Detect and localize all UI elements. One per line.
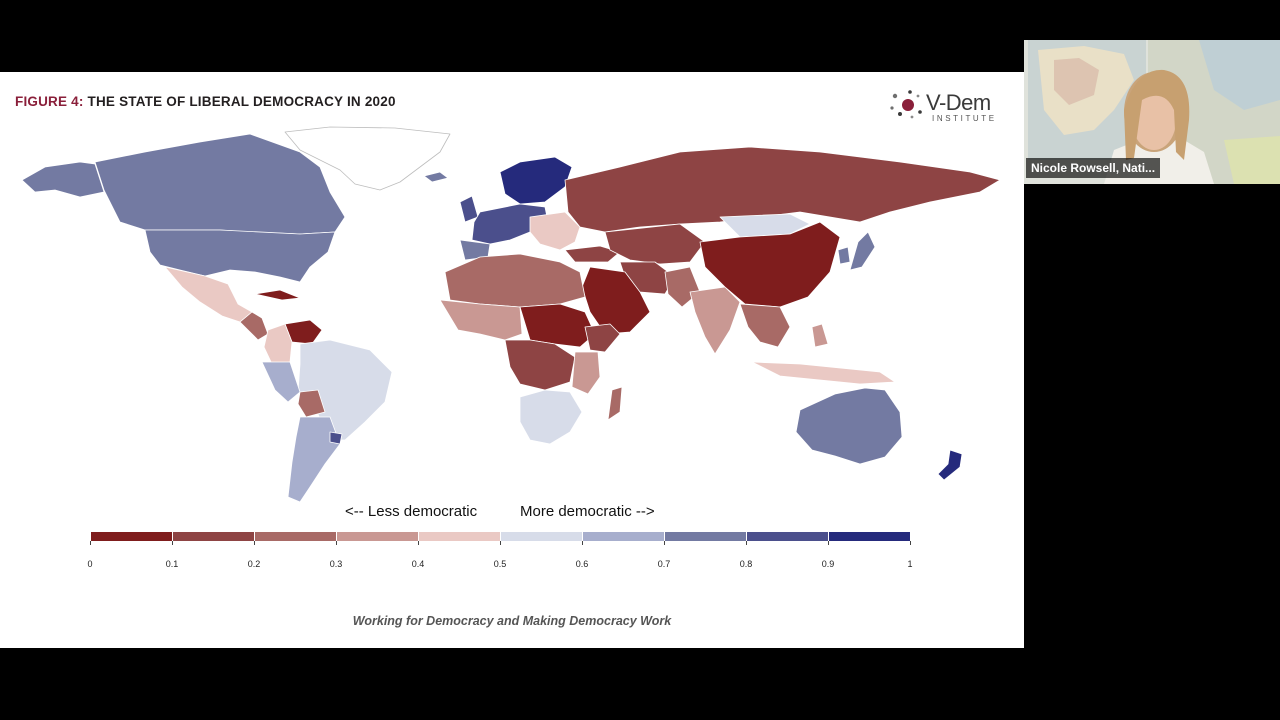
figure-title-text: THE STATE OF LIBERAL DEMOCRACY IN 2020 <box>87 94 396 109</box>
region-indonesia <box>751 361 896 385</box>
region-western-europe <box>471 203 549 245</box>
colorbar-segment <box>828 532 910 541</box>
colorbar-segment <box>418 532 500 541</box>
region-scandinavia <box>499 156 573 205</box>
world-map <box>21 126 1001 503</box>
colorbar-tick-label: 0.7 <box>657 559 671 569</box>
region-west-africa <box>439 299 523 341</box>
vdem-logo: V-Dem INSTITUTE <box>886 84 1006 124</box>
region-central-asia <box>604 223 706 265</box>
region-philippines <box>811 323 829 348</box>
more-democratic-label: More democratic --> <box>520 503 655 520</box>
region-central-africa <box>504 339 576 391</box>
colorbar-tick-label: 0.1 <box>165 559 179 569</box>
colorbar-tick-mark <box>500 541 501 545</box>
region-bolivia <box>297 389 326 418</box>
colorbar-tick-mark <box>418 541 419 545</box>
colorbar-segment <box>172 532 254 541</box>
region-se-asia <box>739 303 791 348</box>
colorbar-segment <box>664 532 746 541</box>
region-mongolia <box>719 213 811 238</box>
colorbar-tick-label: 0.5 <box>493 559 507 569</box>
colorbar-tick-label: 0.9 <box>821 559 835 569</box>
colorbar-tick-mark <box>582 541 583 545</box>
region-usa <box>144 229 336 283</box>
colorbar-tick-mark <box>664 541 665 545</box>
colorbar-tick-label: 0.3 <box>329 559 343 569</box>
region-greenland <box>284 126 451 191</box>
region-madagascar <box>607 386 623 421</box>
region-australia <box>795 387 903 465</box>
colorbar-tick-label: 0.8 <box>739 559 753 569</box>
colorbar: 0 0.1 0.2 0.3 0.4 0.5 0.6 0.7 0.8 0.9 1 <box>87 532 913 578</box>
figure-title: FIGURE 4: THE STATE OF LIBERAL DEMOCRACY… <box>15 94 396 109</box>
region-peru <box>261 361 301 403</box>
presentation-slide: FIGURE 4: THE STATE OF LIBERAL DEMOCRACY… <box>0 72 1024 648</box>
colorbar-tick-mark <box>336 541 337 545</box>
region-uk <box>459 195 479 223</box>
colorbar-segment <box>746 532 828 541</box>
logo-name: V-Dem <box>926 90 991 115</box>
less-democratic-label: <-- Less democratic <box>345 503 478 520</box>
vdem-logo-icon <box>890 90 922 119</box>
colorbar-tick-label: 0 <box>87 559 93 569</box>
region-north-africa <box>444 253 586 308</box>
colorbar-tick-label: 1 <box>907 559 913 569</box>
colorbar-tick-mark <box>828 541 829 545</box>
region-east-africa <box>571 351 601 395</box>
region-japan <box>849 231 876 271</box>
region-india <box>689 286 741 355</box>
region-eastern-europe <box>529 211 581 251</box>
colorbar-tick-mark <box>172 541 173 545</box>
colorbar-tick-label: 0.6 <box>575 559 589 569</box>
region-turkey <box>564 245 621 263</box>
colorbar-segment <box>500 532 582 541</box>
colorbar-tick-mark <box>910 541 911 545</box>
region-china <box>699 221 841 308</box>
colorbar-tick-mark <box>90 541 91 545</box>
logo-subtitle: INSTITUTE <box>932 114 997 123</box>
colorbar-tick-mark <box>746 541 747 545</box>
colorbar-tick-mark <box>254 541 255 545</box>
colorbar-tick-label: 0.2 <box>247 559 261 569</box>
figure-number: FIGURE 4: <box>15 94 84 109</box>
region-uruguay <box>329 431 343 445</box>
region-horn <box>584 323 621 353</box>
participant-name-label: Nicole Rowsell, Nati... <box>1026 158 1161 178</box>
colorbar-segment <box>254 532 336 541</box>
colorbar-tick-label: 0.4 <box>411 559 425 569</box>
region-cuba <box>254 289 301 301</box>
colorbar-segment <box>582 532 664 541</box>
region-argentina <box>287 416 341 503</box>
region-southern-africa <box>519 389 583 445</box>
region-russia <box>564 146 1001 233</box>
region-korea <box>837 246 851 265</box>
colorbar-segment <box>336 532 418 541</box>
region-new-zealand <box>937 449 963 481</box>
slide-footer: Working for Democracy and Making Democra… <box>352 614 672 628</box>
participant-video[interactable]: Nicole Rowsell, Nati... <box>1024 40 1280 184</box>
region-iceland <box>423 171 449 183</box>
region-alaska <box>21 161 105 198</box>
colorbar-segment <box>90 532 172 541</box>
